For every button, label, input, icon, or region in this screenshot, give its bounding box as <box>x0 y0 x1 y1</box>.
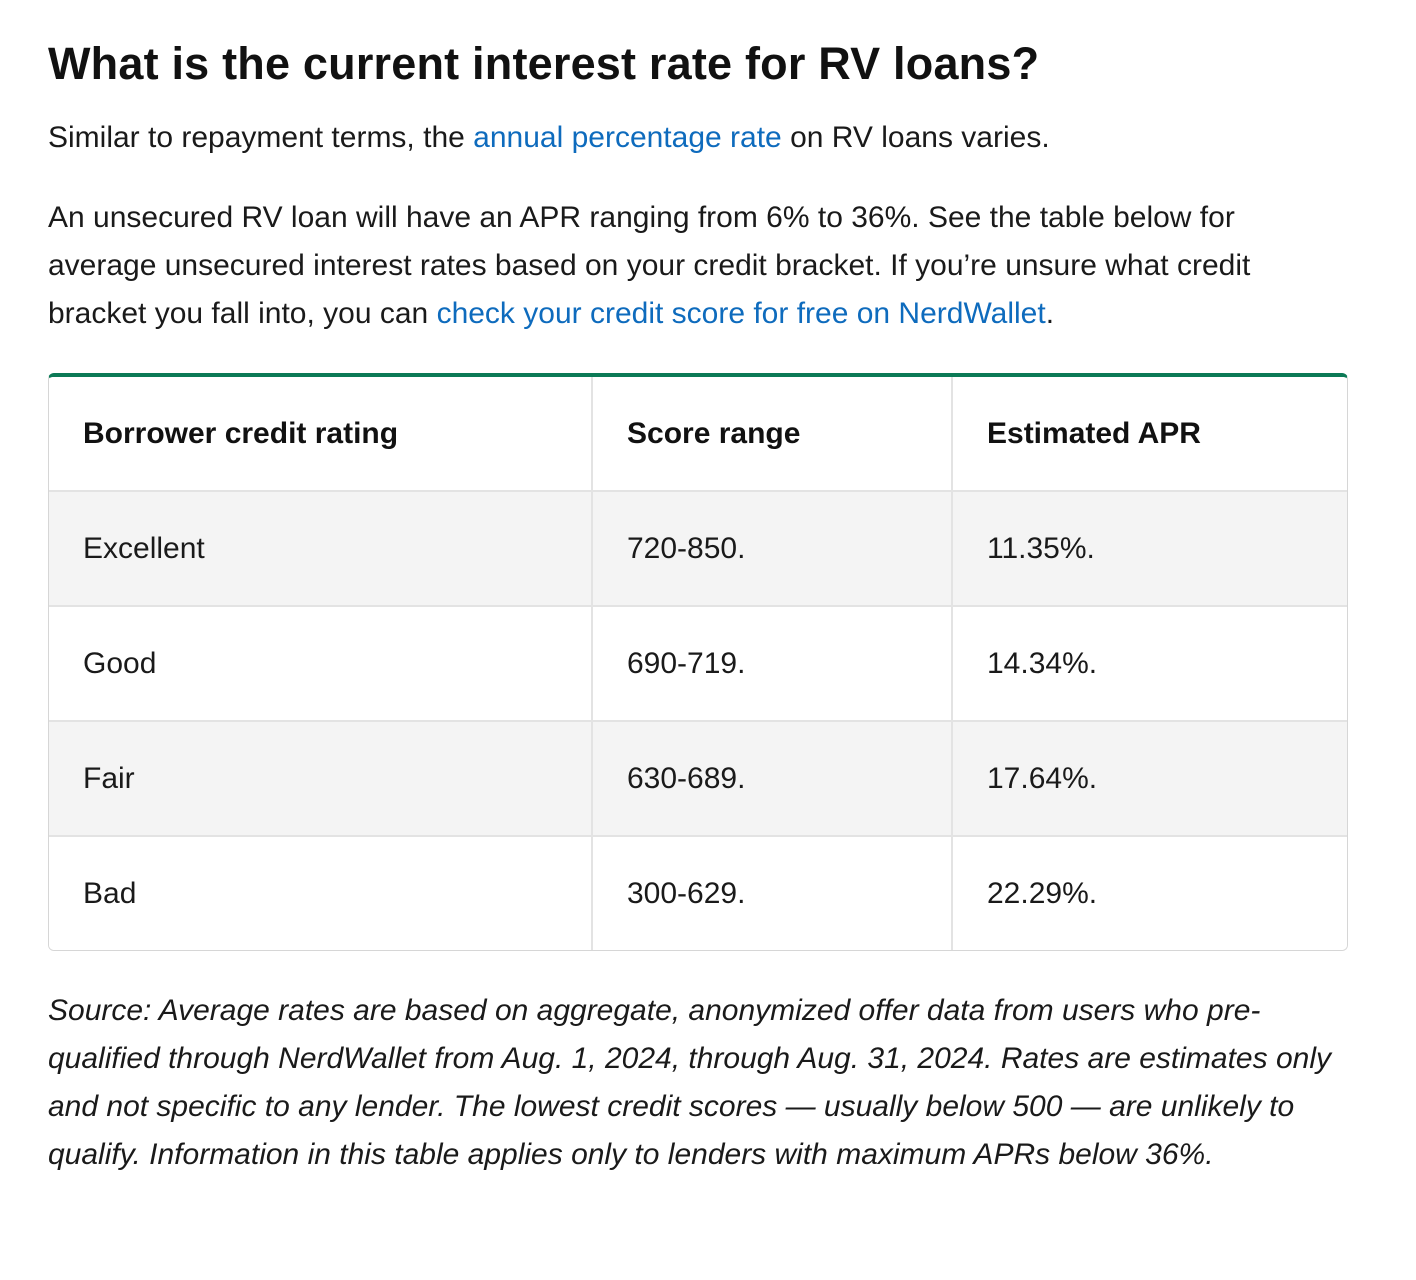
cell-score-range: 630-689. <box>592 721 953 837</box>
detail-paragraph: An unsecured RV loan will have an APR ra… <box>48 194 1348 338</box>
header-credit-rating: Borrower credit rating <box>49 377 593 492</box>
cell-credit-rating: Good <box>49 606 593 722</box>
rates-table: Borrower credit rating Score range Estim… <box>49 377 1347 950</box>
table-row: Fair 630-689. 17.64%. <box>49 721 1347 837</box>
table-row: Bad 300-629. 22.29%. <box>49 836 1347 950</box>
cell-score-range: 690-719. <box>592 606 953 722</box>
cell-credit-rating: Fair <box>49 721 593 837</box>
header-score-range: Score range <box>592 377 953 492</box>
cell-estimated-apr: 17.64%. <box>952 721 1347 837</box>
cell-estimated-apr: 14.34%. <box>952 606 1347 722</box>
detail-text-after: . <box>1045 297 1055 330</box>
intro-text-before: Similar to repayment terms, the <box>48 121 474 154</box>
detail-text-before: An unsecured RV loan will have an APR ra… <box>48 201 1251 330</box>
header-estimated-apr: Estimated APR <box>952 377 1347 492</box>
cell-score-range: 720-850. <box>592 491 953 607</box>
apr-link[interactable]: annual percentage rate <box>473 121 782 154</box>
cell-estimated-apr: 22.29%. <box>952 836 1347 950</box>
cell-credit-rating: Excellent <box>49 491 593 607</box>
credit-score-link[interactable]: check your credit score for free on Nerd… <box>436 297 1046 330</box>
table-row: Excellent 720-850. 11.35%. <box>49 491 1347 607</box>
cell-credit-rating: Bad <box>49 836 593 950</box>
cell-score-range: 300-629. <box>592 836 953 950</box>
cell-estimated-apr: 11.35%. <box>952 491 1347 607</box>
section-heading: What is the current interest rate for RV… <box>48 38 1040 89</box>
source-note: Source: Average rates are based on aggre… <box>48 994 1331 1171</box>
table-header-row: Borrower credit rating Score range Estim… <box>49 377 1347 492</box>
table-row: Good 690-719. 14.34%. <box>49 606 1347 722</box>
intro-paragraph: Similar to repayment terms, the annual p… <box>48 114 1348 162</box>
article-section: What is the current interest rate for RV… <box>48 38 1348 1171</box>
rates-table-container: Borrower credit rating Score range Estim… <box>48 373 1348 951</box>
intro-text-after: on RV loans varies. <box>781 121 1050 154</box>
